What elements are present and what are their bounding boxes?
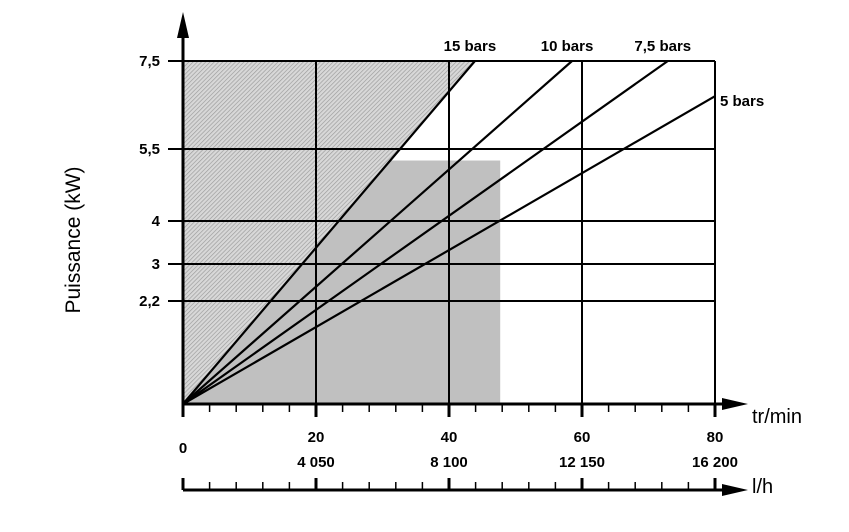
x-tick-label: 80 (707, 429, 724, 446)
series-label: 10 bars (541, 38, 594, 55)
y-axis-arrow (177, 12, 189, 38)
regions (183, 61, 501, 404)
series-label: 7,5 bars (634, 38, 691, 55)
x-tick-label: 0 (179, 440, 187, 457)
y-tick-label: 7,5 (139, 53, 160, 70)
series-line (182, 60, 476, 405)
x-tick-label: 60 (574, 429, 591, 446)
series-line (182, 60, 573, 405)
x2-axis-arrow (722, 484, 748, 496)
series-label: 5 bars (720, 93, 764, 110)
x-axis-arrow (722, 398, 748, 410)
series-line (182, 95, 716, 405)
y-tick-label: 4 (152, 213, 161, 230)
series-lines (182, 60, 716, 405)
y-axis-label: Puissance (kW) (62, 166, 85, 313)
x-tick-label: 20 (308, 429, 325, 446)
axes (168, 12, 748, 496)
x2-tick-label: 16 200 (692, 454, 738, 471)
y-tick-label: 3 (152, 256, 160, 273)
x2-tick-label: 12 150 (559, 454, 605, 471)
x-axis-label: tr/min (752, 406, 802, 428)
series-line (182, 60, 669, 405)
x2-axis-label: l/h (752, 476, 773, 498)
y-tick-label: 5,5 (139, 141, 160, 158)
x-tick-label: 40 (441, 429, 458, 446)
x2-tick-label: 4 050 (297, 454, 335, 471)
series-label: 15 bars (444, 38, 497, 55)
y-tick-label: 2,2 (139, 293, 160, 310)
labels: 2,2 3 4 5,5 7,5 15 bars 10 bars 7,5 bars 5 bars 0… (139, 38, 764, 471)
x2-tick-label: 8 100 (430, 454, 468, 471)
